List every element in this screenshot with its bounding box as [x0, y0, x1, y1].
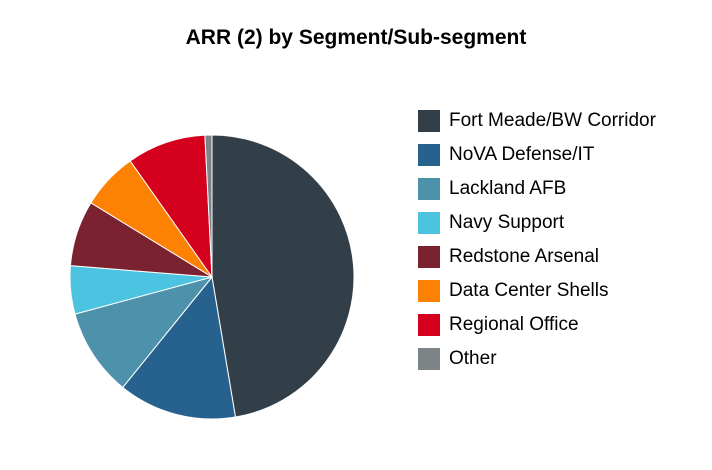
legend-swatch — [418, 212, 440, 234]
legend-label: NoVA Defense/IT — [449, 144, 595, 165]
legend-swatch — [418, 246, 440, 268]
legend-item: Regional Office — [418, 308, 656, 342]
legend-swatch — [418, 144, 440, 166]
legend-swatch — [418, 178, 440, 200]
legend-item: Navy Support — [418, 206, 656, 240]
chart-title: ARR (2) by Segment/Sub-segment — [185, 26, 527, 49]
legend-swatch — [418, 314, 440, 336]
legend-item: Fort Meade/BW Corridor — [418, 104, 656, 138]
pie-slice-6 — [129, 134, 213, 279]
legend-swatch — [418, 110, 440, 132]
legend-label: Data Center Shells — [449, 280, 609, 301]
legend-item: NoVA Defense/IT — [418, 138, 656, 172]
legend-swatch — [418, 348, 440, 370]
legend-item: Redstone Arsenal — [418, 240, 656, 274]
legend-item: Other — [418, 342, 656, 376]
pie-slice-7 — [204, 134, 213, 278]
chart-legend: Fort Meade/BW Corridor NoVA Defense/IT Lac… — [418, 104, 656, 376]
legend-item: Lackland AFB — [418, 172, 656, 206]
legend-item: Data Center Shells — [418, 274, 656, 308]
legend-label: Regional Office — [449, 314, 579, 335]
legend-label: Fort Meade/BW Corridor — [449, 110, 656, 131]
legend-label: Other — [449, 348, 497, 369]
pie-slice-0 — [211, 134, 355, 418]
legend-label: Lackland AFB — [449, 178, 567, 199]
pie-slice-2 — [74, 276, 214, 389]
legend-swatch — [418, 280, 440, 302]
legend-label: Redstone Arsenal — [449, 246, 599, 267]
legend-label: Navy Support — [449, 212, 565, 233]
pie-slice-1 — [122, 275, 237, 420]
